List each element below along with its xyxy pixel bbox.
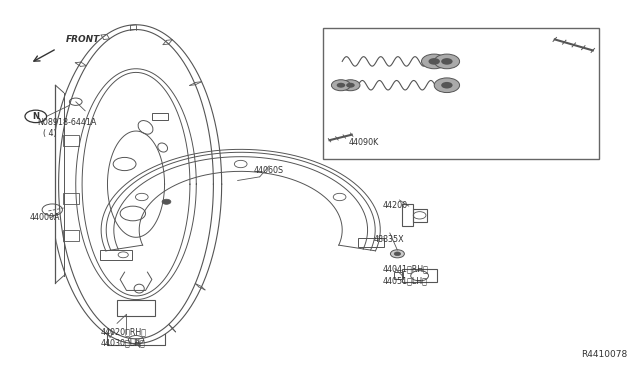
- Text: 44200: 44200: [382, 201, 407, 210]
- Circle shape: [429, 58, 440, 65]
- Text: 44020〈RH〉
44030〈LH〉: 44020〈RH〉 44030〈LH〉: [101, 327, 147, 347]
- Text: FRONT: FRONT: [66, 35, 100, 44]
- Circle shape: [390, 250, 404, 258]
- Circle shape: [162, 199, 171, 204]
- Text: 44000A: 44000A: [30, 214, 61, 222]
- Polygon shape: [43, 17, 56, 351]
- Circle shape: [434, 54, 460, 69]
- Circle shape: [341, 80, 360, 91]
- Text: N08918-6441A
  ( 4): N08918-6441A ( 4): [38, 118, 97, 138]
- Text: 44090K: 44090K: [349, 138, 379, 147]
- Text: 44060S: 44060S: [253, 166, 284, 175]
- Text: R4410078: R4410078: [582, 350, 628, 359]
- Circle shape: [394, 252, 401, 256]
- Text: 48835X: 48835X: [374, 235, 404, 244]
- Circle shape: [332, 80, 351, 91]
- Text: N: N: [32, 112, 39, 121]
- Circle shape: [337, 83, 345, 88]
- Circle shape: [434, 78, 460, 93]
- Bar: [323, 28, 599, 158]
- Circle shape: [422, 54, 447, 69]
- Circle shape: [441, 58, 452, 65]
- Circle shape: [346, 83, 355, 88]
- Text: 44041〈RH〉
44051〈LH〉: 44041〈RH〉 44051〈LH〉: [382, 265, 428, 285]
- Circle shape: [441, 82, 452, 89]
